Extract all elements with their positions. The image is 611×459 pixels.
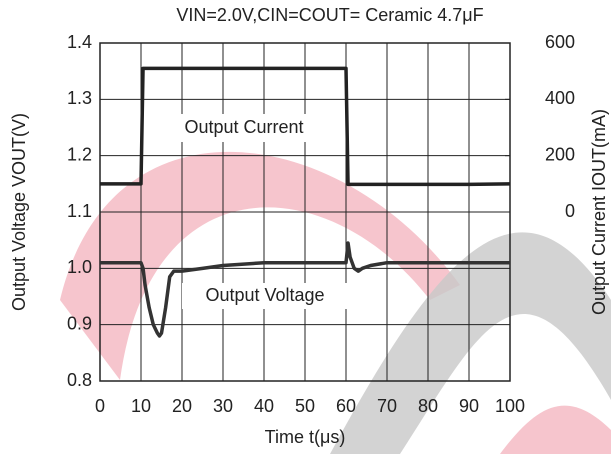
y-axis-label: Output Voltage VOUT(V) [9, 113, 29, 311]
x-tick-label: 90 [459, 396, 479, 416]
x-tick-label: 100 [495, 396, 525, 416]
y-tick-label: 1.0 [67, 257, 92, 277]
x-tick-label: 70 [377, 396, 397, 416]
y2-axis-label: Output Current IOUT(mA) [589, 109, 609, 315]
x-axis-label: Time t(μs) [265, 427, 346, 447]
series-line [100, 66, 511, 187]
series-line [100, 241, 510, 338]
watermark [60, 151, 460, 380]
y-tick-label: 1.1 [67, 201, 92, 221]
x-tick-label: 30 [213, 396, 233, 416]
annotation-bg [160, 114, 328, 142]
y2-tick-label: 400 [545, 88, 575, 108]
y-tick-label: 0.8 [67, 370, 92, 390]
x-tick-label: 60 [336, 396, 356, 416]
x-tick-label: 10 [131, 396, 151, 416]
chart-title: VIN=2.0V,CIN=COUT= Ceramic 4.7μF [176, 5, 483, 25]
y2-tick-label: 600 [545, 32, 575, 52]
x-tick-label: 50 [295, 396, 315, 416]
x-tick-label: 20 [172, 396, 192, 416]
y2-tick-label: 0 [565, 201, 575, 221]
annotation: Output Current [184, 117, 303, 137]
x-tick-label: 40 [254, 396, 274, 416]
x-tick-label: 0 [95, 396, 105, 416]
watermark [330, 232, 611, 454]
y-tick-label: 1.2 [67, 144, 92, 164]
y2-tick-label: 200 [545, 144, 575, 164]
y-tick-label: 1.3 [67, 88, 92, 108]
annotation-bg [182, 283, 348, 309]
watermark [500, 405, 611, 454]
y-tick-label: 0.9 [67, 313, 92, 333]
x-tick-label: 80 [418, 396, 438, 416]
y-tick-label: 1.4 [67, 32, 92, 52]
annotation: Output Voltage [205, 285, 324, 305]
